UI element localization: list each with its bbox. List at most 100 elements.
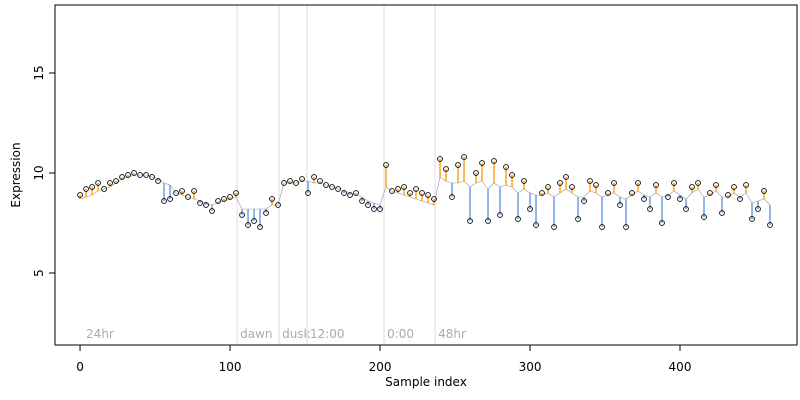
point [185,194,191,200]
point [227,194,233,200]
point [305,190,311,196]
point [77,192,83,198]
point [95,180,101,186]
point [539,190,545,196]
point [191,188,197,194]
point [149,174,155,180]
point [239,212,245,218]
point [167,196,173,202]
point [503,164,509,170]
point [671,180,677,186]
point [707,190,713,196]
point [353,190,359,196]
point [695,180,701,186]
point [407,190,413,196]
point [173,190,179,196]
point [221,196,227,202]
point [479,160,485,166]
x-axis-label: Sample index [385,375,467,389]
point [431,196,437,202]
point [497,212,503,218]
point [491,158,497,164]
y-tick-label: 5 [32,269,46,277]
point [257,224,263,230]
point [317,178,323,184]
point [659,220,665,226]
point [197,200,203,206]
point [545,184,551,190]
point [719,210,725,216]
point [269,196,275,202]
point [341,190,347,196]
point [521,178,527,184]
point [323,182,329,188]
point [605,190,611,196]
point [251,218,257,224]
point [233,190,239,196]
point [641,196,647,202]
point [365,202,371,208]
point [473,170,479,176]
point [455,162,461,168]
point [125,172,131,178]
point [629,190,635,196]
y-tick-label: 10 [32,165,46,180]
x-tick-label: 100 [219,360,242,374]
point [581,198,587,204]
point [377,206,383,212]
point [155,178,161,184]
point [509,172,515,178]
point [569,184,575,190]
point [179,188,185,194]
point [101,186,107,192]
point [767,222,773,228]
point [443,166,449,172]
point [527,206,533,212]
point [119,174,125,180]
point [389,188,395,194]
point [575,216,581,222]
point [383,162,389,168]
plot-frame [54,4,798,346]
point [689,184,695,190]
x-tick-label: 200 [369,360,392,374]
point [617,202,623,208]
point [563,174,569,180]
point [683,206,689,212]
point [515,216,521,222]
event-label: dawn [240,327,272,341]
event-label: 24hr [86,327,114,341]
event-label: 0:00 [387,327,414,341]
point [275,202,281,208]
point [467,218,473,224]
point [89,184,95,190]
y-tick-label: 15 [32,65,46,80]
point [143,172,149,178]
point [293,180,299,186]
point [587,178,593,184]
point [449,194,455,200]
point [701,214,707,220]
point [359,198,365,204]
x-tick-label: 300 [519,360,542,374]
point [335,186,341,192]
point [611,180,617,186]
point [647,206,653,212]
point [533,222,539,228]
point [215,198,221,204]
point [137,172,143,178]
event-label: 12:00 [310,327,345,341]
point [287,178,293,184]
point [593,182,599,188]
y-axis-label: Expression [9,142,23,207]
fitted-line [79,174,771,210]
point [281,180,287,186]
point [131,170,137,176]
point [395,186,401,192]
point [485,218,491,224]
point [749,216,755,222]
point [425,192,431,198]
point [209,208,215,214]
x-tick-label: 400 [669,360,692,374]
